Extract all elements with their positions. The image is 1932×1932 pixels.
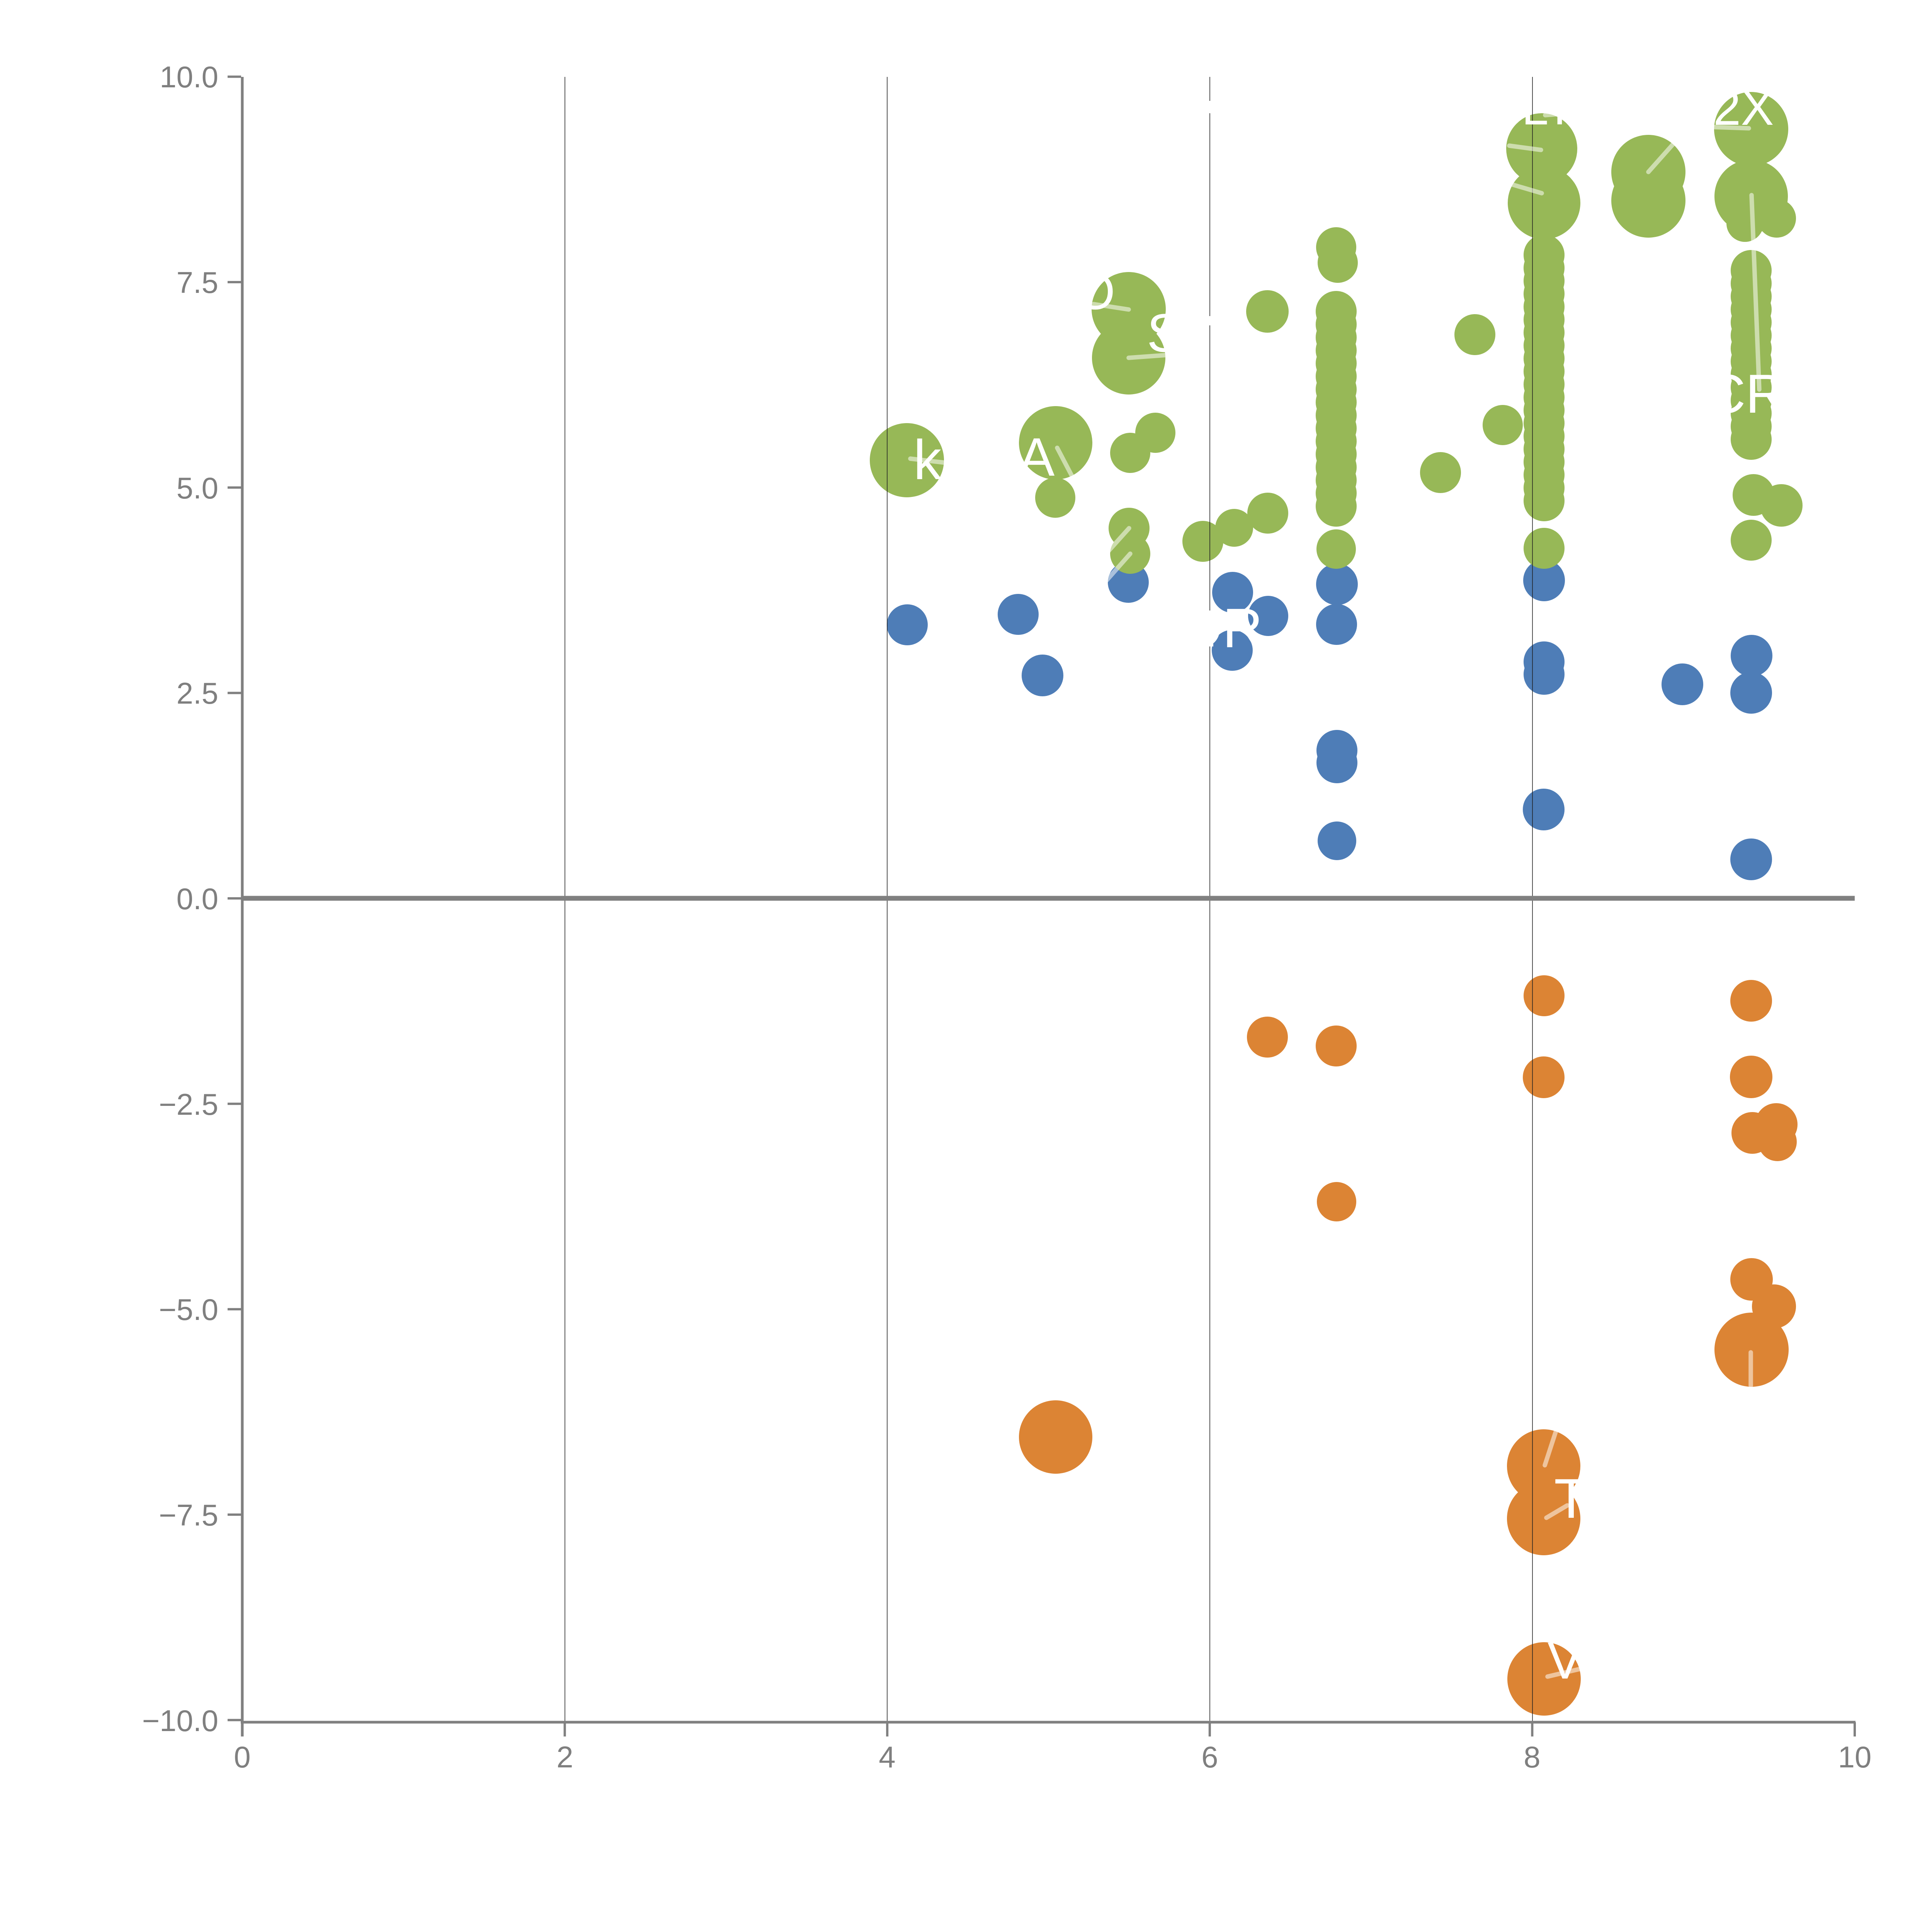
svg-text:−7.5: −7.5 — [159, 1498, 218, 1532]
svg-text:0: 0 — [234, 1740, 250, 1774]
svg-text:5.0: 5.0 — [177, 471, 218, 505]
svg-text:O: O — [1075, 263, 1115, 320]
svg-text:2.5: 2.5 — [177, 676, 218, 710]
svg-text:2: 2 — [556, 1740, 573, 1774]
svg-text:V: V — [1548, 1631, 1582, 1690]
svg-text:10.0: 10.0 — [160, 60, 218, 94]
svg-text:2X: 2X — [1713, 80, 1774, 136]
svg-text:A: A — [1019, 427, 1055, 487]
svg-text:LT: LT — [1522, 81, 1575, 135]
svg-text:S: S — [1147, 303, 1183, 363]
svg-text:CR: CR — [1706, 363, 1785, 425]
svg-text:10: 10 — [1838, 1740, 1872, 1774]
svg-text:6: 6 — [1201, 1740, 1218, 1774]
svg-text:4: 4 — [879, 1740, 895, 1774]
svg-text:0.0: 0.0 — [177, 882, 218, 916]
svg-text:TK: TK — [1554, 1467, 1626, 1530]
svg-text:−10.0: −10.0 — [142, 1704, 218, 1738]
svg-text:8: 8 — [1524, 1740, 1540, 1774]
svg-text:k: k — [913, 429, 942, 491]
svg-text:−5.0: −5.0 — [159, 1293, 218, 1327]
svg-text:−2.5: −2.5 — [159, 1087, 218, 1121]
svg-text:DR: DR — [1182, 597, 1263, 659]
svg-text:7.5: 7.5 — [177, 265, 218, 299]
